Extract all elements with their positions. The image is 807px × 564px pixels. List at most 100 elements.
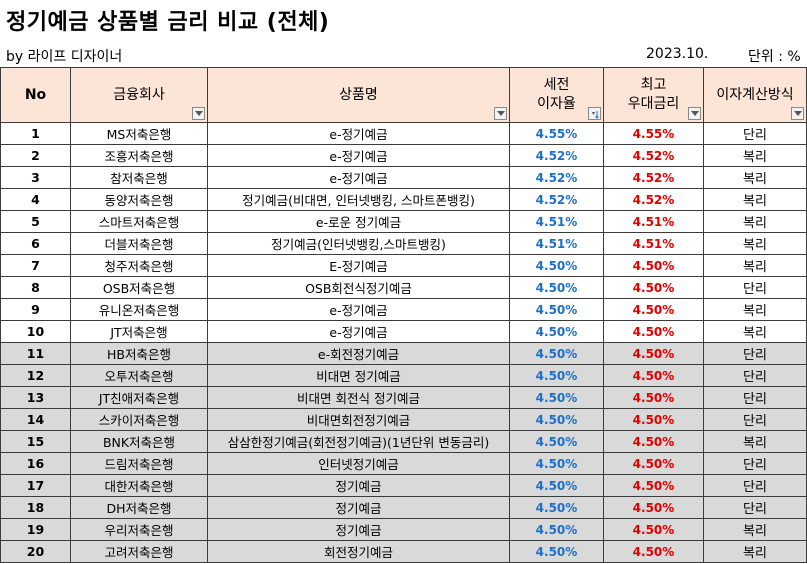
cell-no[interactable]: 10: [0, 320, 71, 343]
cell-product[interactable]: OSB회전식정기예금: [207, 276, 510, 299]
cell-max-rate[interactable]: 4.50%: [603, 540, 704, 563]
cell-company[interactable]: 더블저축은행: [70, 232, 208, 255]
cell-calc-method[interactable]: 복리: [703, 232, 807, 255]
cell-no[interactable]: 5: [0, 210, 71, 233]
cell-product[interactable]: 정기예금: [207, 474, 510, 497]
cell-calc-method[interactable]: 복리: [703, 166, 807, 189]
cell-company[interactable]: BNK저축은행: [70, 430, 208, 453]
cell-rate[interactable]: 4.51%: [509, 232, 604, 255]
cell-no[interactable]: 15: [0, 430, 71, 453]
cell-rate[interactable]: 4.55%: [509, 122, 604, 145]
cell-rate[interactable]: 4.50%: [509, 474, 604, 497]
cell-no[interactable]: 19: [0, 518, 71, 541]
cell-rate[interactable]: 4.50%: [509, 320, 604, 343]
cell-company[interactable]: 고려저축은행: [70, 540, 208, 563]
cell-calc-method[interactable]: 복리: [703, 188, 807, 211]
cell-no[interactable]: 2: [0, 144, 71, 167]
cell-calc-method[interactable]: 단리: [703, 276, 807, 299]
cell-company[interactable]: 드림저축은행: [70, 452, 208, 475]
cell-company[interactable]: 동양저축은행: [70, 188, 208, 211]
cell-company[interactable]: 스카이저축은행: [70, 408, 208, 431]
cell-calc-method[interactable]: 단리: [703, 364, 807, 387]
cell-company[interactable]: 대한저축은행: [70, 474, 208, 497]
cell-company[interactable]: 우리저축은행: [70, 518, 208, 541]
cell-max-rate[interactable]: 4.50%: [603, 518, 704, 541]
cell-no[interactable]: 13: [0, 386, 71, 409]
cell-product[interactable]: 정기예금(비대면, 인터넷뱅킹, 스마트폰뱅킹): [207, 188, 510, 211]
cell-max-rate[interactable]: 4.52%: [603, 188, 704, 211]
sort-filter-icon[interactable]: [588, 107, 601, 120]
cell-max-rate[interactable]: 4.50%: [603, 408, 704, 431]
filter-dropdown-icon[interactable]: [688, 107, 701, 120]
cell-calc-method[interactable]: 복리: [703, 320, 807, 343]
cell-calc-method[interactable]: 복리: [703, 430, 807, 453]
cell-max-rate[interactable]: 4.50%: [603, 320, 704, 343]
cell-max-rate[interactable]: 4.50%: [603, 254, 704, 277]
cell-product[interactable]: e-정기예금: [207, 144, 510, 167]
cell-no[interactable]: 6: [0, 232, 71, 255]
cell-no[interactable]: 20: [0, 540, 71, 563]
cell-rate[interactable]: 4.50%: [509, 298, 604, 321]
cell-product[interactable]: 정기예금(인터넷뱅킹,스마트뱅킹): [207, 232, 510, 255]
cell-calc-method[interactable]: 단리: [703, 386, 807, 409]
cell-product[interactable]: 삼삼한정기예금(회전정기예금)(1년단위 변동금리): [207, 430, 510, 453]
filter-dropdown-icon[interactable]: [791, 107, 804, 120]
cell-company[interactable]: JT친애저축은행: [70, 386, 208, 409]
cell-max-rate[interactable]: 4.52%: [603, 166, 704, 189]
cell-product[interactable]: e-정기예금: [207, 320, 510, 343]
cell-rate[interactable]: 4.50%: [509, 342, 604, 365]
cell-company[interactable]: 유니온저축은행: [70, 298, 208, 321]
cell-calc-method[interactable]: 단리: [703, 452, 807, 475]
cell-calc-method[interactable]: 단리: [703, 496, 807, 519]
cell-max-rate[interactable]: 4.50%: [603, 276, 704, 299]
cell-product[interactable]: e-정기예금: [207, 298, 510, 321]
cell-rate[interactable]: 4.50%: [509, 452, 604, 475]
cell-max-rate[interactable]: 4.55%: [603, 122, 704, 145]
cell-rate[interactable]: 4.50%: [509, 430, 604, 453]
cell-company[interactable]: 스마트저축은행: [70, 210, 208, 233]
cell-rate[interactable]: 4.52%: [509, 188, 604, 211]
cell-calc-method[interactable]: 복리: [703, 210, 807, 233]
cell-no[interactable]: 4: [0, 188, 71, 211]
cell-rate[interactable]: 4.50%: [509, 540, 604, 563]
cell-product[interactable]: e-로운 정기예금: [207, 210, 510, 233]
cell-calc-method[interactable]: 복리: [703, 298, 807, 321]
cell-rate[interactable]: 4.50%: [509, 254, 604, 277]
cell-no[interactable]: 3: [0, 166, 71, 189]
cell-calc-method[interactable]: 복리: [703, 254, 807, 277]
cell-product[interactable]: 비대면 정기예금: [207, 364, 510, 387]
cell-max-rate[interactable]: 4.50%: [603, 364, 704, 387]
cell-product[interactable]: e-회전정기예금: [207, 342, 510, 365]
cell-calc-method[interactable]: 단리: [703, 122, 807, 145]
cell-company[interactable]: MS저축은행: [70, 122, 208, 145]
cell-no[interactable]: 12: [0, 364, 71, 387]
cell-max-rate[interactable]: 4.50%: [603, 474, 704, 497]
cell-no[interactable]: 1: [0, 122, 71, 145]
cell-max-rate[interactable]: 4.50%: [603, 452, 704, 475]
cell-max-rate[interactable]: 4.50%: [603, 496, 704, 519]
cell-no[interactable]: 8: [0, 276, 71, 299]
filter-dropdown-icon[interactable]: [494, 107, 507, 120]
cell-calc-method[interactable]: 단리: [703, 474, 807, 497]
cell-calc-method[interactable]: 복리: [703, 540, 807, 563]
cell-rate[interactable]: 4.52%: [509, 144, 604, 167]
cell-company[interactable]: JT저축은행: [70, 320, 208, 343]
cell-max-rate[interactable]: 4.50%: [603, 386, 704, 409]
cell-rate[interactable]: 4.51%: [509, 210, 604, 233]
cell-company[interactable]: HB저축은행: [70, 342, 208, 365]
cell-rate[interactable]: 4.50%: [509, 386, 604, 409]
cell-no[interactable]: 9: [0, 298, 71, 321]
cell-product[interactable]: 비대면회전정기예금: [207, 408, 510, 431]
cell-rate[interactable]: 4.50%: [509, 518, 604, 541]
cell-product[interactable]: 정기예금: [207, 496, 510, 519]
cell-rate[interactable]: 4.50%: [509, 276, 604, 299]
cell-rate[interactable]: 4.50%: [509, 408, 604, 431]
cell-no[interactable]: 17: [0, 474, 71, 497]
cell-product[interactable]: 비대면 회전식 정기예금: [207, 386, 510, 409]
cell-no[interactable]: 11: [0, 342, 71, 365]
cell-max-rate[interactable]: 4.50%: [603, 342, 704, 365]
cell-company[interactable]: 오투저축은행: [70, 364, 208, 387]
cell-rate[interactable]: 4.50%: [509, 364, 604, 387]
cell-no[interactable]: 7: [0, 254, 71, 277]
cell-company[interactable]: 참저축은행: [70, 166, 208, 189]
